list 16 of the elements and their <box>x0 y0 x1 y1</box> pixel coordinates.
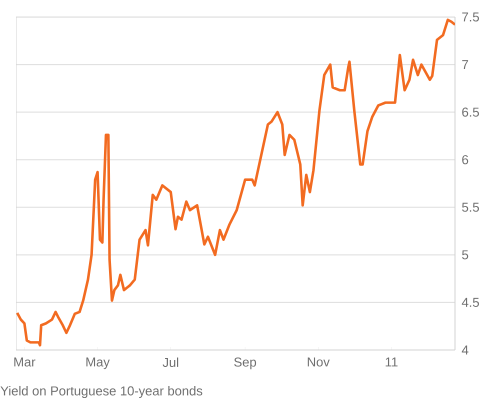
x-tick-label: May <box>86 358 110 370</box>
x-tick-label: Nov <box>308 358 330 367</box>
y-tick-label: 4 <box>462 346 468 354</box>
line-series <box>16 18 456 347</box>
text: Yield on Portuguese 10-year bonds <box>0 386 202 398</box>
y-tick-label: 5 <box>462 250 468 260</box>
x-tick-label: Sep <box>234 358 256 370</box>
y-tick-label: 4.5 <box>462 298 479 307</box>
y-tick-label: 7 <box>462 60 468 70</box>
x-tick-label: Mar <box>14 358 36 367</box>
y-tick-label: 5.5 <box>462 202 479 212</box>
y-tick-label: 6.5 <box>462 108 479 117</box>
y-tick-label: 7.5 <box>462 12 479 22</box>
y-tick-label: 6 <box>462 155 468 164</box>
x-tick-label: Jul <box>162 358 178 368</box>
x-tick-label: 11 <box>386 358 398 366</box>
